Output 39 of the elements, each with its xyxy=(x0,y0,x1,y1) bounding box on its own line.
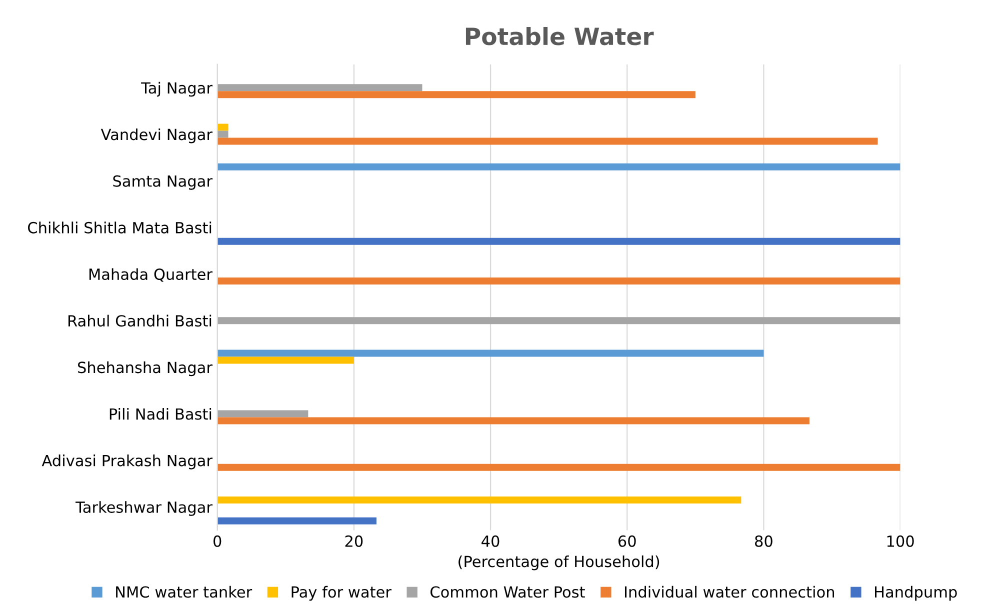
y-tick-label: Chikhli Shitla Mata Basti xyxy=(28,222,212,234)
y-tick-label: Vandevi Nagar xyxy=(100,128,212,144)
bar xyxy=(217,91,696,98)
x-tick-label: 80 xyxy=(755,535,772,547)
x-tick-label: 40 xyxy=(482,535,500,547)
y-tick-label: Taj Nagar xyxy=(141,82,212,97)
bar xyxy=(217,138,878,145)
bar xyxy=(217,350,764,357)
bar xyxy=(217,496,742,504)
bar xyxy=(217,517,376,524)
legend-label: Handpump xyxy=(875,586,957,601)
y-tick-label: Rahul Gandhi Basti xyxy=(68,314,212,327)
bar xyxy=(217,410,308,418)
y-tick-label: Shehansha Nagar xyxy=(78,361,212,376)
y-tick-label: Adivasi Prakash Nagar xyxy=(42,454,212,470)
x-tick-label: 60 xyxy=(618,535,636,547)
bar xyxy=(217,130,228,138)
bar xyxy=(217,417,810,424)
y-tick-label: Pili Nadi Basti xyxy=(110,408,212,420)
legend-label: Individual water connection xyxy=(624,586,834,598)
legend-label: NMC water tanker xyxy=(116,586,252,598)
y-tick-label: Tarkeshwar Nagar xyxy=(76,501,212,516)
x-tick-label: 20 xyxy=(345,535,363,547)
bar xyxy=(217,124,228,131)
bar xyxy=(217,356,354,364)
y-tick-label: Mahada Quarter xyxy=(89,268,212,282)
bar xyxy=(217,84,422,92)
x-tick-label: 0 xyxy=(213,535,222,547)
bar xyxy=(217,317,900,324)
y-tick-label: Samta Nagar xyxy=(113,175,212,190)
x-axis-title: (Percentage of Household) xyxy=(458,555,660,570)
bar xyxy=(217,238,900,245)
chart-title: Potable Water xyxy=(466,26,654,46)
bar xyxy=(217,278,900,284)
x-tick-label: 100 xyxy=(887,535,914,547)
legend-label: Common Water Post xyxy=(430,586,585,598)
bar xyxy=(217,464,900,471)
bar xyxy=(217,163,900,170)
legend-label: Pay for water xyxy=(292,586,392,601)
